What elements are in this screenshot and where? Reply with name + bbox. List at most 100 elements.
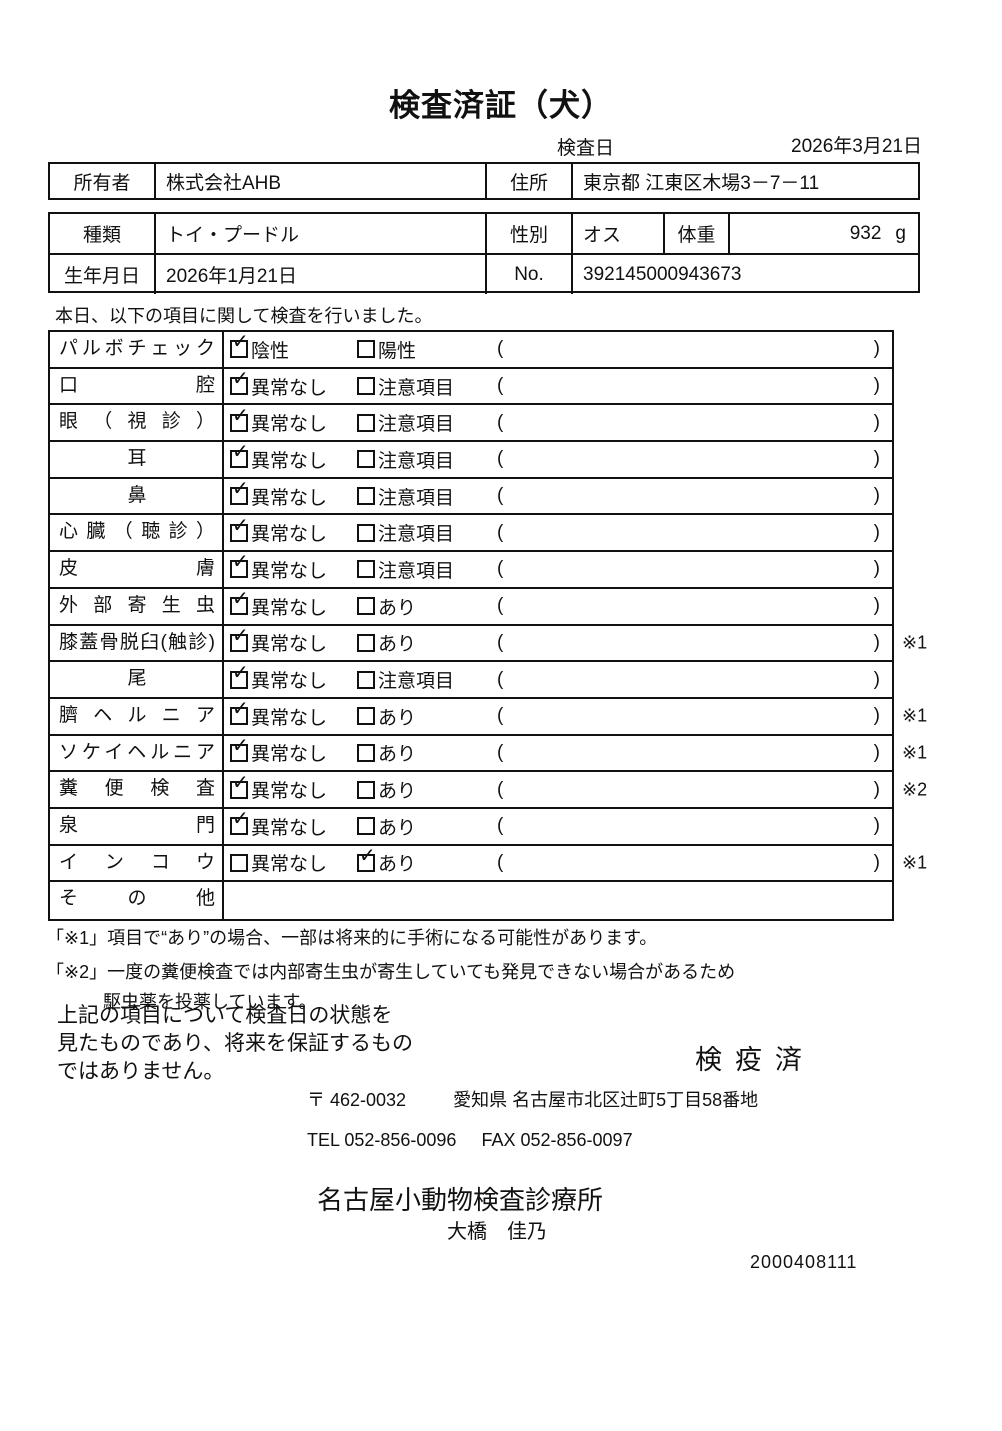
remarks-paren-close: ) (873, 778, 880, 800)
exam-date-label: 検査日 (557, 138, 615, 159)
checklist-item-label: 外部寄生虫 (50, 588, 224, 624)
checkbox-checked-icon: ✓ (230, 406, 249, 432)
checklist-row: 膝蓋骨脱臼(触診) ✓ 異常なし あり() ※1 (50, 625, 927, 663)
row-reference-note: ※1 (902, 705, 928, 726)
check-mark-icon: ✓ (359, 844, 376, 867)
checklist-option-label: 異常なし (251, 817, 328, 839)
check-mark-icon: ✓ (232, 588, 249, 611)
check-mark-icon: ✓ (232, 698, 249, 721)
checklist-row: 皮膚 ✓ 異常なし 注意項目() (50, 552, 892, 589)
checklist-item-content: ✓ 異常なし あり() (224, 626, 892, 661)
checkbox-unchecked-icon (357, 817, 375, 836)
page-title: 検査済証（犬） (389, 88, 613, 123)
checklist-option: ✓ 異常なし (230, 773, 357, 803)
checklist-option-label: あり (378, 597, 417, 619)
veterinarian-name: 大橋 佳乃 (447, 1221, 547, 1243)
checklist-option: あり (357, 739, 497, 766)
owner-table: 所有者 株式会社AHB 住所 東京都 江東区木場3－7－11 (48, 162, 920, 200)
remarks-paren-open: ( (497, 741, 504, 763)
checklist-item-label: 尾 (50, 662, 224, 697)
checklist-option-label: あり (378, 817, 417, 839)
checkbox-unchecked-icon (357, 780, 375, 799)
checklist-item-label: 泉門 (50, 808, 224, 844)
checklist-option: ✓ 異常なし (230, 626, 357, 656)
check-mark-icon: ✓ (232, 808, 249, 831)
checklist-row: ソケイヘルニア ✓ 異常なし あり() ※1 (50, 735, 927, 773)
checklist-item-label: 鼻 (50, 478, 224, 514)
disclaimer-text: 上記の項目について検査日の状態を 見たものであり、将来を保証するもの ではありま… (57, 1002, 413, 1086)
footnote-2-continued: 駆虫薬を投薬しています。 (103, 992, 317, 1012)
weight-label: 体重 (663, 214, 728, 253)
birthdate-value: 2026年1月21日 (154, 255, 485, 294)
checklist-row: 眼（視診） ✓ 異常なし 注意項目() (50, 405, 892, 443)
breed-label: 種類 (82, 225, 121, 246)
checklist-item-label: 糞便検査 (50, 772, 224, 807)
checklist-item-content: ✓ 異常なし あり() (224, 736, 892, 771)
checklist-option: ✓ 異常なし (230, 699, 357, 730)
checklist-option-label: 異常なし (251, 487, 328, 509)
check-mark-icon: ✓ (232, 331, 249, 354)
checkbox-unchecked-icon (357, 523, 375, 542)
checklist-item-content: ✓ 異常なし あり() (224, 772, 892, 807)
check-mark-icon: ✓ (232, 478, 249, 501)
check-mark-icon: ✓ (232, 551, 249, 574)
checkbox-checked-icon: ✓ (230, 369, 249, 396)
checkbox-checked-icon: ✓ (230, 332, 249, 359)
checklist-option: あり (357, 776, 497, 803)
check-mark-icon: ✓ (232, 404, 249, 427)
checklist-item-content: ✓ 異常なし 注意項目() (224, 515, 892, 550)
weight-unit: g (895, 222, 906, 244)
checklist-option-label: あり (378, 707, 417, 729)
checklist-row: 尾 ✓ 異常なし 注意項目() (50, 662, 892, 699)
checkbox-unchecked-icon (357, 743, 375, 762)
address-value: 東京都 江東区木場3－7－11 (571, 164, 918, 198)
checklist-row: 口腔 ✓ 異常なし 注意項目() (50, 368, 892, 406)
checklist-option: ✓ 異常なし (230, 589, 357, 620)
remarks-paren-close: ) (873, 411, 880, 433)
checkbox-unchecked-icon (357, 450, 375, 469)
checkbox-unchecked-icon (357, 377, 375, 396)
checklist-table: パルボチェック ✓ 陰性 陽性() 口腔 ✓ 異常なし 注意項目() 眼（視診） ✓ 異常なし 注意項… (48, 330, 927, 921)
checkbox-checked-icon: ✓ (230, 626, 249, 652)
checklist-item-content: ✓ 異常なし あり() (224, 809, 892, 844)
remarks-paren-open: ( (497, 485, 504, 507)
pet-table: 種類 トイ・プードル 性別 オス 体重 932 g 生年月日 2026年1月21… (48, 212, 920, 294)
check-mark-icon: ✓ (232, 368, 249, 391)
checkbox-unchecked-icon (357, 560, 375, 579)
checkbox-checked-icon: ✓ (230, 479, 249, 506)
checklist-option-label: 異常なし (251, 744, 328, 766)
checklist-option-label: あり (378, 634, 417, 656)
checklist-option-label: 注意項目 (378, 487, 455, 509)
address-label: 住所 (485, 164, 571, 198)
remarks-paren-open: ( (497, 705, 504, 727)
checklist-option-label: 陽性 (378, 340, 417, 362)
footnote-2: 「※2」一度の糞便検査では内部寄生虫が寄生していても発見できない場合があるため (46, 962, 736, 982)
checklist-option: ✓ 異常なし (230, 516, 357, 546)
checklist-row: 臍ヘルニア ✓ 異常なし あり() ※1 (50, 698, 927, 736)
checklist-option-label: 異常なし (251, 450, 328, 472)
checklist-option-label: 注意項目 (378, 560, 455, 582)
clinic-address: 愛知県 名古屋市北区辻町5丁目58番地 (453, 1090, 759, 1110)
checklist-option: あり (357, 593, 497, 620)
intro-text: 本日、以下の項目に関して検査を行いました。 (55, 306, 433, 326)
clinic-address-line: 〒 462-0032 愛知県 名古屋市北区辻町5丁目58番地 (307, 1086, 758, 1112)
checkbox-checked-icon: ✓ (230, 442, 249, 469)
checklist-row: 糞便検査 ✓ 異常なし あり() ※2 (50, 772, 927, 809)
checklist-option-label: 異常なし (251, 414, 328, 436)
sex-label: 性別 (485, 214, 571, 253)
checkbox-checked-icon: ✓ (230, 663, 249, 689)
clinic-fax: FAX 052-856-0097 (481, 1130, 633, 1150)
remarks-paren-open: ( (497, 558, 504, 580)
checklist-option-label: 注意項目 (378, 377, 455, 399)
weight-value: 932 g (728, 214, 918, 253)
checklist-row: 耳 ✓ 異常なし 注意項目() (50, 442, 892, 479)
checklist-option-label: 異常なし (251, 854, 328, 876)
checklist-option: ✓ 異常なし (230, 406, 357, 436)
checklist-item-label: 口腔 (50, 368, 224, 404)
checklist-row: 泉門 ✓ 異常なし あり() (50, 808, 892, 846)
checklist-option-label: 異常なし (251, 781, 328, 803)
clinic-tel: TEL 052-856-0096 (307, 1130, 457, 1150)
remarks-paren-close: ) (873, 705, 880, 727)
checklist-option: 注意項目 (357, 483, 497, 510)
checklist-option: ✓ 異常なし (230, 479, 357, 510)
